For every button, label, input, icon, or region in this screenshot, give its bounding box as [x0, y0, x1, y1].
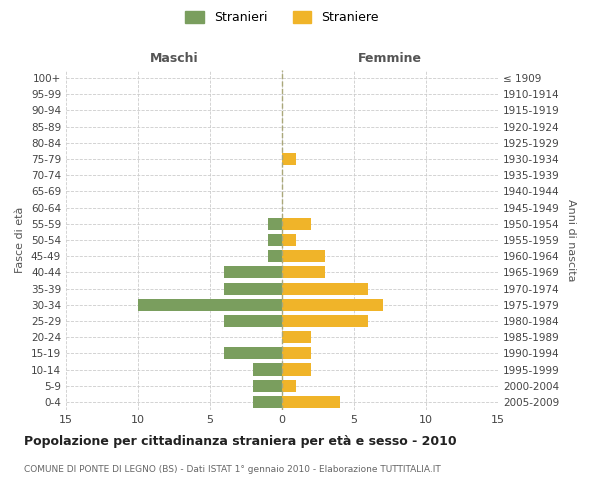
Bar — [268, 250, 282, 262]
Bar — [282, 331, 311, 343]
Bar — [253, 380, 282, 392]
Y-axis label: Anni di nascita: Anni di nascita — [566, 198, 576, 281]
Legend: Stranieri, Straniere: Stranieri, Straniere — [185, 11, 379, 24]
Bar — [282, 234, 296, 246]
Bar — [282, 396, 340, 408]
Bar — [282, 315, 368, 327]
Bar — [224, 348, 282, 360]
Text: Femmine: Femmine — [358, 52, 422, 65]
Bar — [282, 218, 311, 230]
Bar — [282, 348, 311, 360]
Bar — [282, 380, 296, 392]
Text: COMUNE DI PONTE DI LEGNO (BS) - Dati ISTAT 1° gennaio 2010 - Elaborazione TUTTIT: COMUNE DI PONTE DI LEGNO (BS) - Dati IST… — [24, 465, 441, 474]
Text: Popolazione per cittadinanza straniera per età e sesso - 2010: Popolazione per cittadinanza straniera p… — [24, 435, 457, 448]
Bar — [282, 266, 325, 278]
Bar — [224, 315, 282, 327]
Bar — [282, 250, 325, 262]
Bar — [282, 364, 311, 376]
Text: Maschi: Maschi — [149, 52, 199, 65]
Bar — [268, 218, 282, 230]
Bar — [138, 298, 282, 311]
Bar — [224, 282, 282, 294]
Bar — [268, 234, 282, 246]
Y-axis label: Fasce di età: Fasce di età — [16, 207, 25, 273]
Bar — [282, 282, 368, 294]
Bar — [224, 266, 282, 278]
Bar — [253, 396, 282, 408]
Bar — [282, 298, 383, 311]
Bar — [282, 153, 296, 165]
Bar — [253, 364, 282, 376]
